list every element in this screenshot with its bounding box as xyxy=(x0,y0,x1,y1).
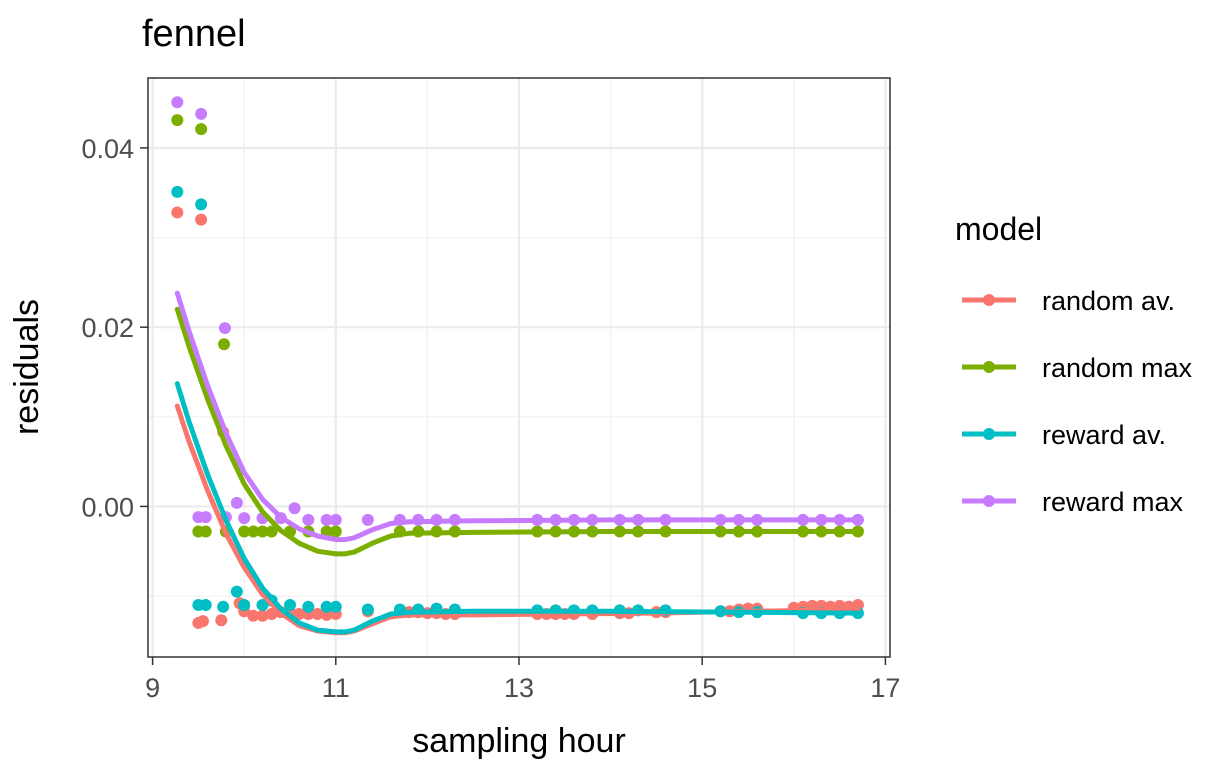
data-point xyxy=(195,198,208,211)
data-point xyxy=(283,599,296,612)
data-point xyxy=(256,609,269,622)
series-reward-av--points xyxy=(171,185,864,620)
y-tick-label: 0.02 xyxy=(81,313,134,343)
legend-item: reward max xyxy=(962,487,1184,517)
data-point xyxy=(215,614,228,627)
data-point xyxy=(361,603,374,616)
y-tick-label: 0.00 xyxy=(81,492,134,522)
data-point xyxy=(265,607,278,620)
data-point xyxy=(329,600,342,613)
data-point xyxy=(302,600,315,613)
legend-item: reward av. xyxy=(962,420,1166,450)
chart-title: fennel xyxy=(142,13,246,55)
data-point xyxy=(329,513,342,526)
data-point xyxy=(238,599,251,612)
data-point xyxy=(171,114,184,127)
smooth-line-reward-max xyxy=(174,290,861,543)
series-random-av--points xyxy=(171,206,864,629)
data-point xyxy=(293,607,306,620)
data-point xyxy=(230,496,243,509)
legend-label: random av. xyxy=(1042,286,1175,316)
series-layer xyxy=(171,96,864,636)
y-axis-title: residuals xyxy=(8,299,46,435)
data-point xyxy=(218,338,231,351)
data-point xyxy=(256,525,269,538)
data-point xyxy=(238,525,251,538)
data-point xyxy=(195,213,208,226)
legend-label: random max xyxy=(1042,353,1193,383)
smooth-line-reward-av- xyxy=(174,381,861,635)
data-point xyxy=(320,600,333,613)
data-point xyxy=(247,525,260,538)
data-point xyxy=(218,322,231,335)
legend-key-point xyxy=(983,294,995,306)
legend-item: random av. xyxy=(962,286,1175,316)
data-point xyxy=(199,511,212,524)
x-tick-label: 15 xyxy=(687,673,717,703)
x-tick-label: 9 xyxy=(145,673,160,703)
legend-key-point xyxy=(983,361,995,373)
data-point xyxy=(320,525,333,538)
x-tick-label: 13 xyxy=(504,673,534,703)
legend-title: model xyxy=(955,211,1042,247)
data-point xyxy=(199,599,212,612)
series-random-max-points xyxy=(171,114,864,538)
legend-key-point xyxy=(983,495,995,507)
data-point xyxy=(171,185,184,198)
data-point xyxy=(265,525,278,538)
y-axis-ticks: 0.00 0.02 0.04 xyxy=(81,134,148,522)
data-point xyxy=(311,607,324,620)
x-axis-ticks: 9 11 13 15 17 xyxy=(145,657,900,703)
data-point xyxy=(195,107,208,120)
y-tick-label: 0.04 xyxy=(81,134,134,164)
data-point xyxy=(171,206,184,219)
legend: model random av. random max reward av. rewa… xyxy=(955,211,1193,517)
data-point xyxy=(171,96,184,109)
smooth-line-random-max xyxy=(174,306,861,557)
data-point xyxy=(238,512,251,525)
major-gridlines xyxy=(148,78,890,657)
x-tick-label: 11 xyxy=(322,673,350,703)
series-reward-max-points xyxy=(171,96,864,526)
data-point xyxy=(199,525,212,538)
legend-label: reward max xyxy=(1042,487,1184,517)
data-point xyxy=(320,513,333,526)
x-tick-label: 17 xyxy=(870,673,900,703)
legend-key-point xyxy=(983,428,995,440)
data-point xyxy=(247,609,260,622)
data-point xyxy=(256,599,269,612)
data-point xyxy=(302,513,315,526)
data-point xyxy=(230,585,243,598)
x-axis-title: sampling hour xyxy=(412,722,626,760)
data-point xyxy=(195,123,208,136)
legend-item: random max xyxy=(962,353,1193,383)
data-point xyxy=(329,525,342,538)
legend-label: reward av. xyxy=(1042,420,1166,450)
data-point xyxy=(288,502,301,515)
data-point xyxy=(217,600,230,613)
data-point xyxy=(361,513,374,526)
data-point xyxy=(196,615,209,628)
